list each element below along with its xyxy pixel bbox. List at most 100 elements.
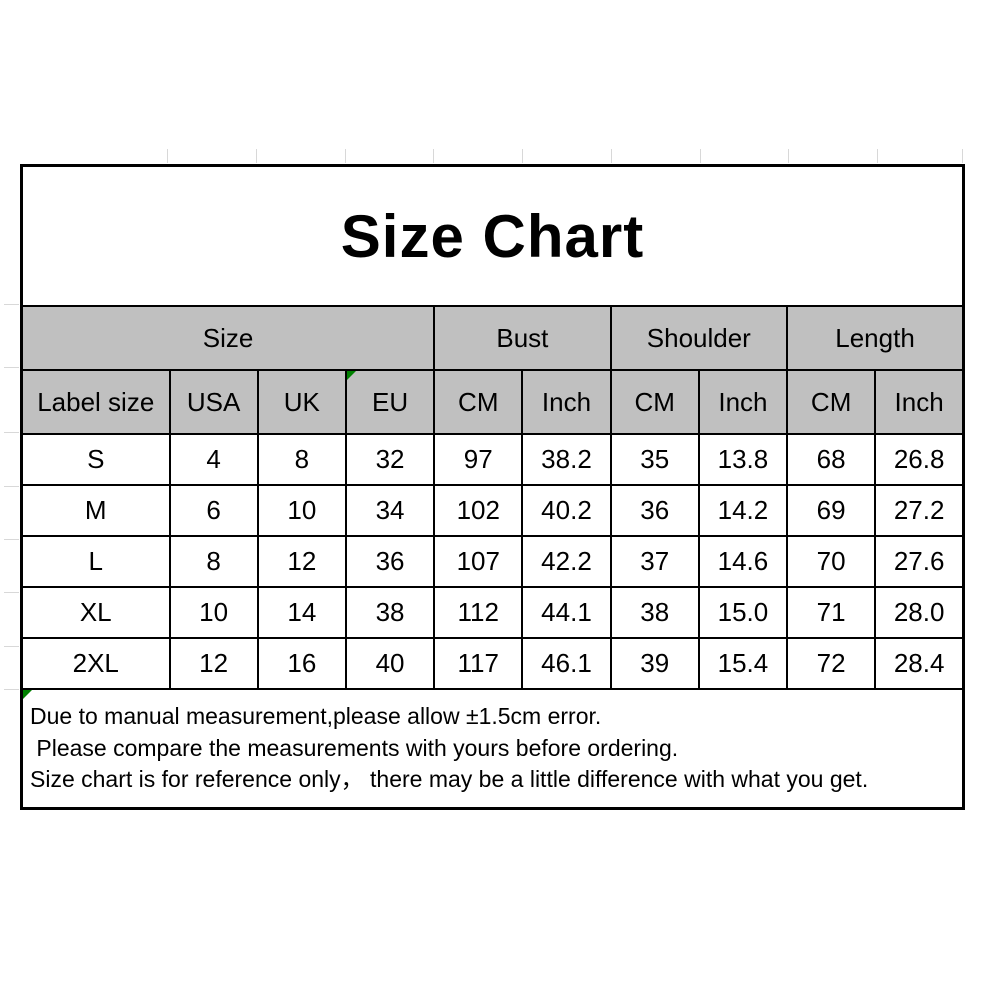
table-cell: 112 (433, 586, 524, 639)
table-row-l: L 8 12 36 107 42.2 37 14.6 70 27.6 (20, 535, 965, 588)
row-label: XL (20, 586, 171, 639)
note-measurement-error: Due to manual measurement,please allow ±… (30, 703, 602, 730)
gridline-tick (522, 149, 523, 163)
group-header-bust: Bust (433, 305, 612, 371)
group-header-row: Size Bust Shoulder Length (20, 305, 965, 371)
table-cell: 12 (256, 535, 347, 588)
gridline-tick (700, 149, 701, 163)
column-header-length-cm: CM (786, 369, 877, 435)
notes-block: Due to manual measurement,please allow ±… (24, 701, 962, 796)
gridline-tick (4, 432, 19, 433)
gridline-tick (962, 149, 963, 163)
gridline-tick (4, 539, 19, 540)
table-cell: 15.0 (697, 586, 789, 639)
row-label: M (20, 484, 171, 537)
table-cell: 44.1 (521, 586, 612, 639)
table-cell: 27.6 (874, 535, 965, 588)
table-cell: 39 (609, 637, 700, 690)
table-cell: 70 (786, 535, 877, 588)
group-header-shoulder: Shoulder (609, 305, 789, 371)
page-title: Size Chart (340, 202, 645, 270)
table-cell: 36 (344, 535, 436, 588)
gridline-tick (167, 149, 168, 163)
table-cell: 97 (433, 433, 524, 486)
column-header-label-size: Label size (20, 369, 171, 435)
table-row-m: M 6 10 34 102 40.2 36 14.2 69 27.2 (20, 484, 965, 537)
excel-error-marker-icon (23, 690, 32, 699)
table-cell: 10 (168, 586, 259, 639)
table-cell: 40.2 (521, 484, 612, 537)
table-cell: 26.8 (874, 433, 965, 486)
table-cell: 34 (344, 484, 436, 537)
table-row-xl: XL 10 14 38 112 44.1 38 15.0 71 28.0 (20, 586, 965, 639)
table-cell: 38 (344, 586, 436, 639)
gridline-tick (4, 486, 19, 487)
column-header-eu-label: EU (371, 386, 409, 417)
table-cell: 38 (609, 586, 700, 639)
table-cell: 107 (433, 535, 524, 588)
gridline-tick (877, 149, 878, 163)
table-cell: 27.2 (874, 484, 965, 537)
group-header-length: Length (786, 305, 965, 371)
column-header-shoulder-inch: Inch (697, 369, 789, 435)
table-cell: 8 (168, 535, 259, 588)
note-reference-only: Size chart is for reference only， there … (30, 766, 869, 793)
row-label: 2XL (20, 637, 171, 690)
column-header-usa: USA (168, 369, 259, 435)
gridline-tick (788, 149, 789, 163)
table-cell: 35 (609, 433, 700, 486)
gridline-tick (4, 646, 19, 647)
notes-row: Due to manual measurement,please allow ±… (20, 688, 965, 810)
size-chart-table: Size Chart Size Bust Shoulder Length Lab… (20, 164, 965, 810)
table-cell: 40 (344, 637, 436, 690)
table-cell: 32 (344, 433, 436, 486)
title-cell: Size Chart (20, 164, 965, 307)
table-cell: 68 (786, 433, 877, 486)
table-cell: 14 (256, 586, 347, 639)
gridline-tick (4, 592, 19, 593)
note-compare-measurements: Please compare the measurements with you… (30, 734, 679, 761)
table-cell: 14.2 (697, 484, 789, 537)
table-cell: 42.2 (521, 535, 612, 588)
table-cell: 37 (609, 535, 700, 588)
table-row-s: S 4 8 32 97 38.2 35 13.8 68 26.8 (20, 433, 965, 486)
sub-header-row: Label size USA UK EU CM Inch CM Inch CM … (20, 369, 965, 435)
table-cell: 16 (256, 637, 347, 690)
excel-error-marker-icon (347, 372, 356, 380)
table-cell: 14.6 (697, 535, 789, 588)
table-cell: 117 (433, 637, 524, 690)
table-cell: 71 (786, 586, 877, 639)
table-cell: 28.4 (874, 637, 965, 690)
row-label: L (20, 535, 171, 588)
row-label: S (20, 433, 171, 486)
column-header-length-inch: Inch (874, 369, 965, 435)
gridline-tick (4, 367, 19, 368)
table-cell: 4 (168, 433, 259, 486)
gridline-tick (611, 149, 612, 163)
table-cell: 10 (256, 484, 347, 537)
table-cell: 15.4 (697, 637, 789, 690)
title-row: Size Chart (20, 164, 965, 307)
table-cell: 13.8 (697, 433, 789, 486)
table-cell: 46.1 (521, 637, 612, 690)
gridline-tick (4, 689, 19, 690)
group-header-size: Size (20, 305, 436, 371)
gridline-tick (345, 149, 346, 163)
table-cell: 102 (433, 484, 524, 537)
table-cell: 36 (609, 484, 700, 537)
gridline-tick (4, 304, 19, 305)
column-header-shoulder-cm: CM (609, 369, 700, 435)
table-cell: 69 (786, 484, 877, 537)
table-cell: 28.0 (874, 586, 965, 639)
table-cell: 38.2 (521, 433, 612, 486)
column-header-uk: UK (256, 369, 347, 435)
column-header-bust-cm: CM (433, 369, 524, 435)
column-header-eu: EU (344, 369, 436, 435)
table-cell: 72 (786, 637, 877, 690)
column-header-bust-inch: Inch (521, 369, 612, 435)
gridline-tick (433, 149, 434, 163)
table-cell: 8 (256, 433, 347, 486)
table-row-2xl: 2XL 12 16 40 117 46.1 39 15.4 72 28.4 (20, 637, 965, 690)
table-cell: 12 (168, 637, 259, 690)
